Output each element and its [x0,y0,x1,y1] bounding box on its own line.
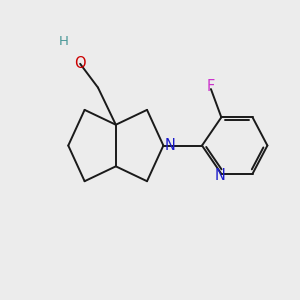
Text: O: O [74,56,86,71]
Text: F: F [207,79,215,94]
Text: N: N [164,138,175,153]
Text: N: N [214,168,225,183]
Text: H: H [59,35,69,48]
